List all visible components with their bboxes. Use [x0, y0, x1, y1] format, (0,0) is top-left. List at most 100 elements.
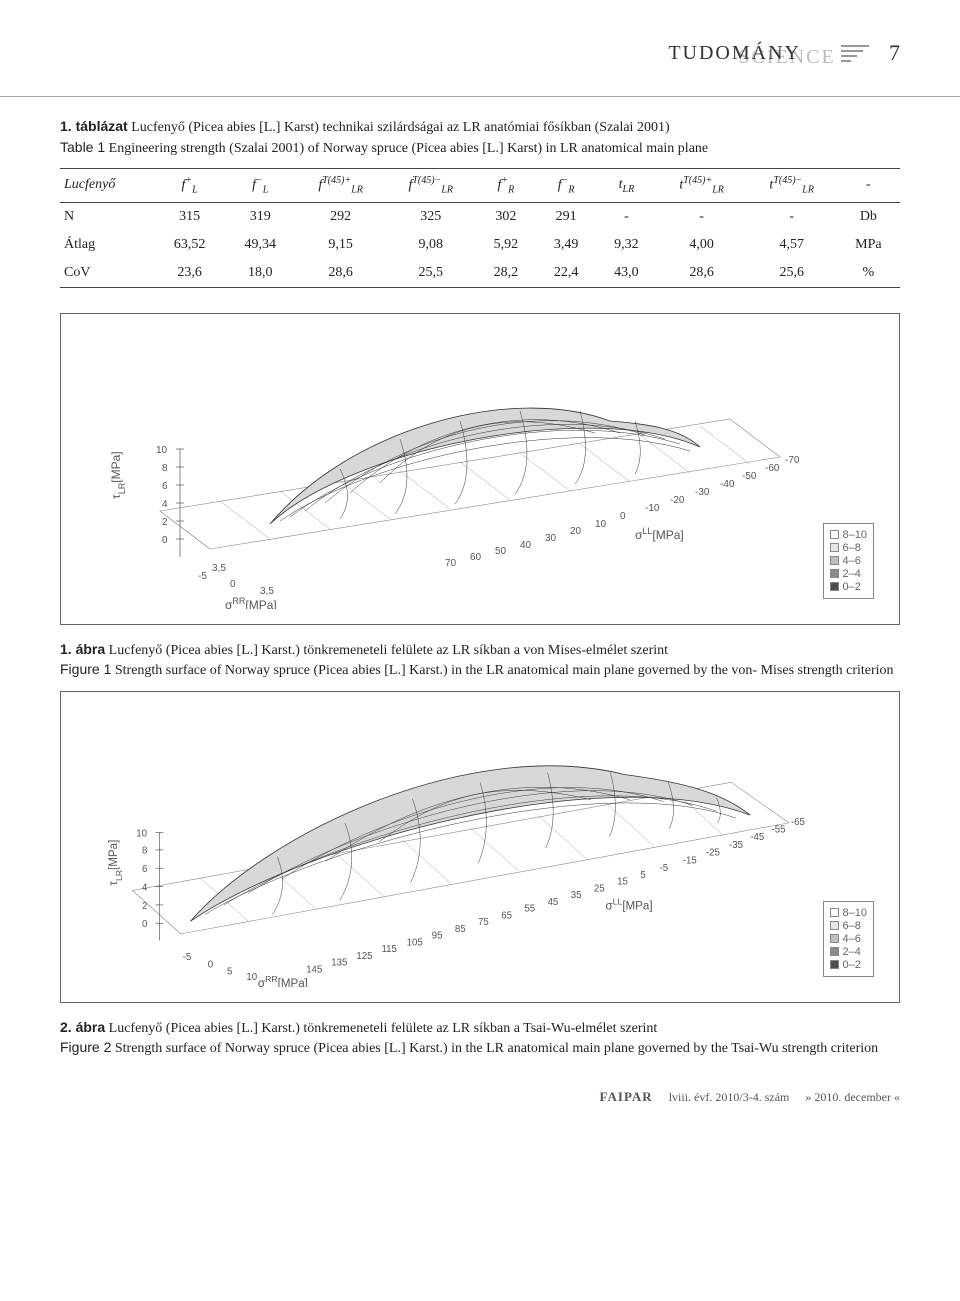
svg-text:2: 2 [162, 517, 168, 528]
legend-item: 4–6 [830, 555, 867, 567]
row-label: Átlag [60, 231, 154, 259]
svg-text:115: 115 [382, 944, 397, 955]
col-head: tT(45)+LR [657, 169, 747, 202]
col-head: f−L [225, 169, 296, 202]
svg-text:-45: -45 [750, 832, 764, 843]
page-footer: FAIPAR lviii. évf. 2010/3-4. szám » 2010… [60, 1089, 900, 1105]
svg-text:-65: -65 [791, 817, 805, 828]
svg-text:τLR[MPa]: τLR[MPa] [108, 840, 124, 886]
svg-text:0: 0 [620, 511, 626, 522]
col-head: - [837, 169, 900, 202]
table-cell: 49,34 [225, 231, 296, 259]
table1-caption-hu-label: 1. táblázat [60, 118, 128, 134]
svg-text:-5: -5 [660, 863, 669, 874]
table-cell: - [596, 202, 656, 231]
table1-caption-en-label: Table 1 [60, 139, 105, 155]
svg-text:-30: -30 [695, 487, 710, 498]
svg-text:75: 75 [478, 917, 489, 928]
col-head: f+R [476, 169, 536, 202]
svg-text:125: 125 [356, 951, 372, 962]
table-cell: 5,92 [476, 231, 536, 259]
table-cell: 25,6 [747, 259, 837, 288]
svg-text:5: 5 [227, 966, 232, 977]
table-cell: 23,6 [154, 259, 225, 288]
figure1-legend: 8–106–84–62–40–2 [823, 523, 874, 599]
svg-text:20: 20 [570, 526, 582, 537]
svg-text:8: 8 [142, 846, 147, 857]
svg-text:-15: -15 [683, 855, 697, 866]
footer-issue: lviii. évf. 2010/3-4. szám [669, 1090, 790, 1105]
fig1-caption-hu-text: Lucfenyő (Picea abies [L.] Karst.) tönkr… [109, 643, 668, 658]
header-decor-lines [841, 45, 869, 62]
svg-text:-20: -20 [670, 495, 685, 506]
svg-text:85: 85 [455, 924, 466, 935]
legend-item: 0–2 [830, 959, 867, 971]
table-cell: - [657, 202, 747, 231]
table-cell: 28,6 [657, 259, 747, 288]
svg-text:10: 10 [136, 828, 147, 839]
col-head: fT(45)+LR [296, 169, 386, 202]
svg-text:-70: -70 [785, 455, 800, 466]
col-head: tLR [596, 169, 656, 202]
table-cell: 9,15 [296, 231, 386, 259]
col-head: fT(45)−LR [386, 169, 476, 202]
svg-text:0: 0 [230, 579, 236, 590]
figure2-caption: 2. ábra Lucfenyő (Picea abies [L.] Karst… [60, 1018, 900, 1059]
svg-text:145: 145 [306, 964, 322, 975]
fig2-caption-en-text: Strength surface of Norway spruce (Picea… [115, 1041, 878, 1056]
svg-text:10: 10 [595, 519, 607, 530]
table-cell: 4,57 [747, 231, 837, 259]
table-cell: 22,4 [536, 259, 596, 288]
svg-text:σRR[MPa]: σRR[MPa] [258, 974, 308, 987]
svg-text:-5: -5 [198, 571, 207, 582]
svg-text:σLL[MPa]: σLL[MPa] [606, 897, 653, 913]
table-cell: % [837, 259, 900, 288]
fig2-caption-hu-label: 2. ábra [60, 1019, 105, 1035]
svg-text:-35: -35 [729, 840, 743, 851]
page-header: SCIENCE TUDOMÁNY 7 [60, 40, 900, 66]
col-head: tT(45)−LR [747, 169, 837, 202]
row-label: CoV [60, 259, 154, 288]
table-cell: Db [837, 202, 900, 231]
table-cell: 28,6 [296, 259, 386, 288]
svg-text:σRR[MPa]: σRR[MPa] [225, 596, 277, 609]
header-title: SCIENCE TUDOMÁNY [668, 42, 801, 65]
footer-date: » 2010. december « [805, 1090, 900, 1105]
footer-journal: FAIPAR [600, 1089, 653, 1105]
svg-text:60: 60 [470, 552, 482, 563]
svg-text:35: 35 [571, 890, 582, 901]
header-main-title: TUDOMÁNY [668, 42, 801, 64]
fig2-caption-hu-text: Lucfenyő (Picea abies [L.] Karst.) tönkr… [109, 1021, 658, 1036]
svg-text:10: 10 [246, 972, 257, 983]
fig1-caption-en-text: Strength surface of Norway spruce (Picea… [115, 663, 894, 678]
svg-text:135: 135 [331, 958, 347, 969]
svg-text:2: 2 [142, 901, 147, 912]
svg-text:-50: -50 [742, 471, 757, 482]
svg-text:-40: -40 [720, 479, 735, 490]
table-cell: - [747, 202, 837, 231]
svg-text:105: 105 [407, 937, 423, 948]
table-cell: 4,00 [657, 231, 747, 259]
svg-text:σLL[MPa]: σLL[MPa] [635, 526, 684, 542]
svg-text:5: 5 [640, 870, 645, 881]
col-head: f+L [154, 169, 225, 202]
svg-text:3,5: 3,5 [212, 563, 226, 574]
table-cell: 292 [296, 202, 386, 231]
svg-text:3,5: 3,5 [260, 586, 274, 597]
page-number: 7 [889, 40, 900, 66]
table1-caption-en-text: Engineering strength (Szalai 2001) of No… [109, 141, 708, 156]
svg-text:45: 45 [548, 897, 559, 908]
header-rule [0, 96, 960, 97]
svg-text:-60: -60 [765, 463, 780, 474]
strength-table: Lucfenyő f+L f−L fT(45)+LR fT(45)−LR f+R… [60, 168, 900, 287]
fig1-caption-hu-label: 1. ábra [60, 641, 105, 657]
table-cell: 3,49 [536, 231, 596, 259]
svg-text:65: 65 [501, 910, 512, 921]
svg-text:-5: -5 [183, 952, 192, 963]
table-corner: Lucfenyő [60, 169, 154, 202]
table-cell: 43,0 [596, 259, 656, 288]
table-cell: 291 [536, 202, 596, 231]
svg-text:95: 95 [432, 931, 443, 942]
svg-text:-25: -25 [706, 848, 720, 859]
fig1-caption-en-label: Figure 1 [60, 661, 111, 677]
